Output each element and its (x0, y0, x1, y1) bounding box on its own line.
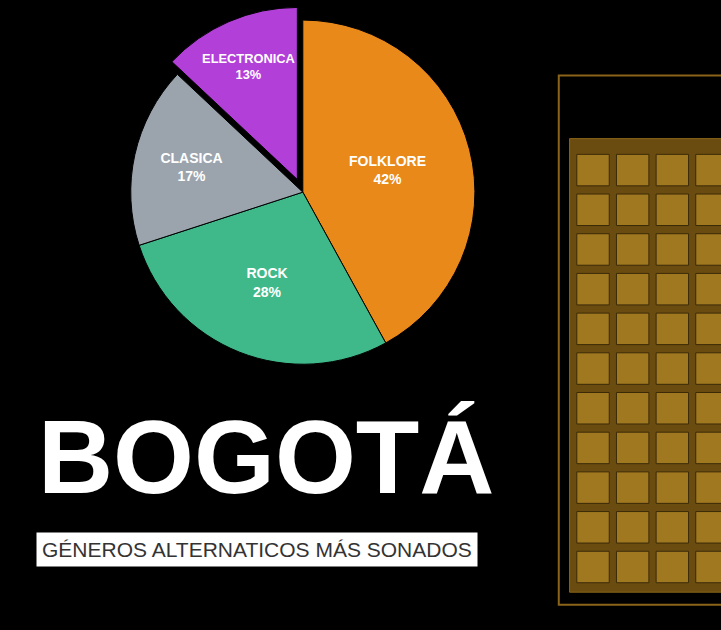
svg-text:GÉNEROS ALTERNATICOS MÁS SONAD: GÉNEROS ALTERNATICOS MÁS SONADOS (42, 538, 472, 561)
svg-text:ROCK28%: ROCK28% (246, 265, 287, 299)
svg-text:ELECTRONICA13%: ELECTRONICA13% (202, 51, 295, 83)
svg-text:FOLKLORE42%: FOLKLORE42% (349, 153, 426, 187)
svg-text:BOGOTÁ: BOGOTÁ (38, 399, 494, 515)
svg-text:CLASICA17%: CLASICA17% (160, 150, 222, 184)
